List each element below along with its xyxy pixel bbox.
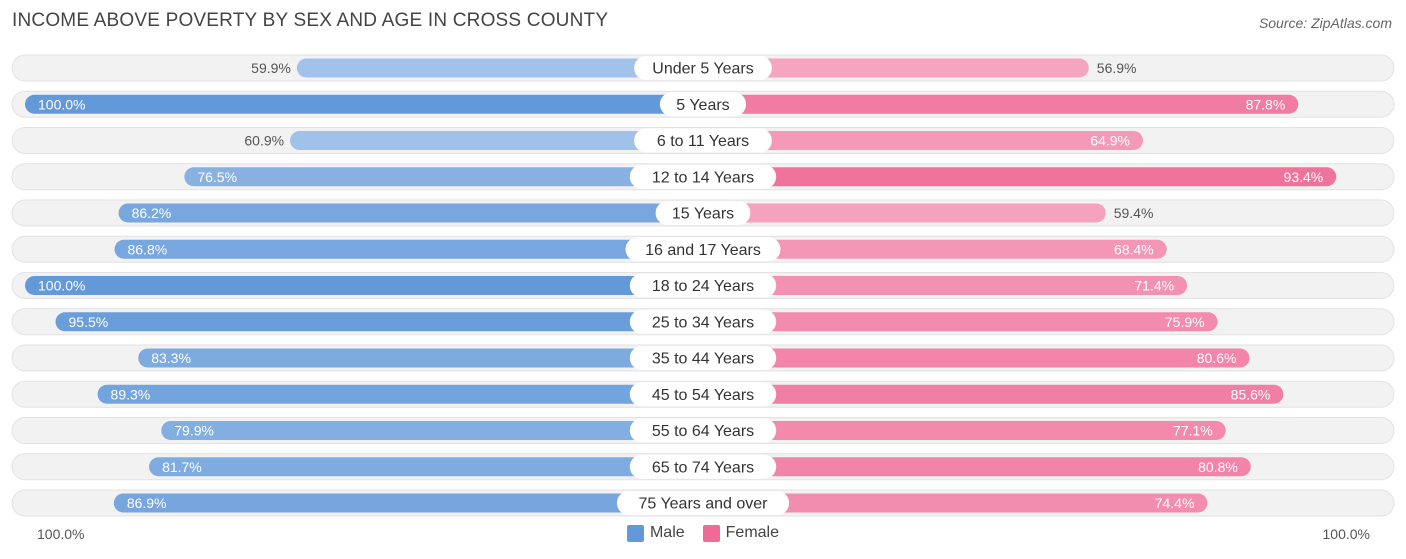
category-label: 35 to 44 Years <box>652 351 754 368</box>
category-label-bg <box>625 237 781 262</box>
category-label-bg <box>659 92 747 117</box>
legend-swatch-female <box>702 524 720 542</box>
legend-label-female: Female <box>725 524 780 541</box>
male-value-label: 79.9% <box>174 423 214 439</box>
chart-title: INCOME ABOVE POVERTY BY SEX AND AGE IN C… <box>12 10 609 31</box>
category-label-bg <box>616 491 790 515</box>
legend: Male Female <box>0 524 1406 542</box>
male-value-label: 83.3% <box>151 350 191 366</box>
male-bar <box>114 239 704 259</box>
category-label-bg <box>629 418 777 443</box>
category-label: 75 Years and over <box>639 496 769 513</box>
source-label: Source: ZipAtlas.com <box>1258 15 1392 31</box>
male-bar <box>296 58 703 78</box>
male-value-label: 86.2% <box>132 205 172 221</box>
male-bar <box>113 493 704 513</box>
male-bar <box>290 131 703 150</box>
female-bar <box>703 58 1089 78</box>
female-value-label: 85.6% <box>1231 386 1271 402</box>
category-label-bg <box>634 128 772 153</box>
category-label-bg <box>629 454 777 479</box>
category-label-bg <box>629 382 777 407</box>
female-value-label: 68.4% <box>1114 241 1154 257</box>
legend-item-female: Female <box>702 524 780 542</box>
category-label-bg <box>634 56 772 80</box>
female-bar <box>703 94 1299 114</box>
female-value-label: 93.4% <box>1284 169 1324 185</box>
female-bar <box>703 203 1106 223</box>
female-value-label: 75.9% <box>1165 314 1205 330</box>
male-value-label: 86.8% <box>127 241 167 257</box>
female-bar <box>703 457 1251 477</box>
female-bar <box>703 493 1208 513</box>
male-bar <box>118 203 703 223</box>
category-label: 16 and 17 Years <box>645 242 761 259</box>
female-value-label: 71.4% <box>1134 278 1174 294</box>
category-label-bg <box>629 346 777 370</box>
female-value-label: 56.9% <box>1097 60 1137 76</box>
male-value-label: 100.0% <box>38 278 85 294</box>
male-bar <box>138 348 703 368</box>
male-bar <box>25 94 703 114</box>
category-label: 25 to 34 Years <box>652 314 754 331</box>
legend-label-male: Male <box>649 524 685 541</box>
male-bar <box>149 457 704 477</box>
category-label-bg <box>629 164 777 189</box>
female-value-label: 77.1% <box>1173 423 1213 439</box>
female-value-label: 80.8% <box>1198 459 1238 475</box>
male-value-label: 86.9% <box>127 495 167 511</box>
female-bar <box>703 239 1167 259</box>
male-value-label: 89.3% <box>111 386 151 402</box>
male-value-label: 59.9% <box>251 60 291 76</box>
male-bar <box>161 421 703 440</box>
female-bar <box>703 421 1226 440</box>
category-label: 45 to 54 Years <box>652 387 754 404</box>
female-bar <box>703 312 1218 332</box>
legend-item-male: Male <box>626 524 685 542</box>
category-label: Under 5 Years <box>652 61 753 78</box>
category-label-bg <box>629 309 777 334</box>
male-value-label: 76.5% <box>197 169 237 185</box>
female-bar <box>703 167 1337 187</box>
male-value-label: 81.7% <box>162 459 202 475</box>
male-bar <box>25 276 703 295</box>
female-value-label: 74.4% <box>1155 495 1195 511</box>
category-label-bg <box>655 201 751 225</box>
category-label: 5 Years <box>676 97 729 114</box>
female-bar <box>703 131 1144 150</box>
female-value-label: 59.4% <box>1114 205 1154 221</box>
male-bar <box>184 167 703 187</box>
male-value-label: 60.9% <box>244 133 284 149</box>
category-label: 6 to 11 Years <box>657 133 749 150</box>
category-label: 65 to 74 Years <box>652 459 754 476</box>
axis-left-label: 100.0% <box>37 526 85 542</box>
male-value-label: 100.0% <box>38 96 85 112</box>
female-value-label: 87.8% <box>1246 96 1286 112</box>
axis-right-label: 100.0% <box>1322 526 1370 542</box>
male-value-label: 95.5% <box>69 314 109 330</box>
category-label: 12 to 14 Years <box>652 169 754 186</box>
female-bar <box>703 276 1188 295</box>
female-bar <box>703 384 1284 404</box>
female-value-label: 64.9% <box>1090 133 1130 149</box>
male-bar <box>97 384 703 404</box>
female-bar <box>703 348 1250 368</box>
chart-area: Under 5 Years 59.9% 56.9% 5 Years 100.0% 87.8… <box>11 54 1395 517</box>
category-label: 15 Years <box>672 206 734 223</box>
female-value-label: 80.6% <box>1197 350 1237 366</box>
category-label: 18 to 24 Years <box>652 278 754 295</box>
legend-swatch-male <box>626 524 644 542</box>
male-bar <box>55 312 703 332</box>
category-label-bg <box>629 273 777 298</box>
category-label: 55 to 64 Years <box>652 423 754 440</box>
